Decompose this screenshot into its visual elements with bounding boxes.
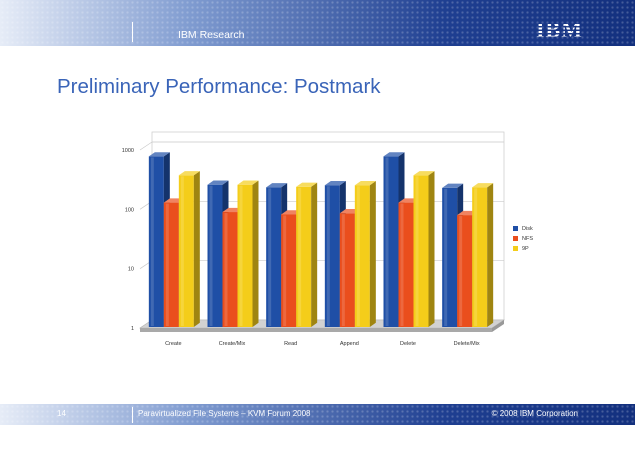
bar-9p-side (487, 183, 494, 327)
legend-label-disk: Disk (522, 226, 533, 232)
category-label: Create/Mix (219, 341, 246, 347)
y-tick-label: 1 (131, 326, 134, 332)
bar-9p-side (252, 180, 259, 327)
bar-nfs-highlight (165, 203, 169, 326)
category-label: Read (284, 341, 297, 347)
legend-swatch-disk (513, 226, 518, 231)
bar-nfs-highlight (224, 213, 228, 326)
category-label: Delete/Mix (454, 341, 480, 347)
gridline-side (139, 141, 153, 151)
legend-swatch-9p (513, 246, 518, 251)
bar-disk-highlight (209, 185, 213, 326)
header-divider (132, 22, 133, 42)
footer-divider (132, 407, 133, 423)
legend-swatch-nfs (513, 236, 518, 241)
y-tick-label: 1000 (122, 148, 134, 154)
bar-nfs-highlight (283, 215, 287, 326)
bar-9p-top (296, 182, 318, 187)
y-tick-label: 100 (125, 207, 134, 213)
bar-disk-top (442, 183, 464, 188)
bar-disk-highlight (385, 157, 389, 326)
copyright: © 2008 IBM Corporation (491, 409, 578, 418)
bar-9p-highlight (239, 185, 243, 326)
bar-9p-highlight (356, 186, 360, 326)
bar-disk-top (324, 181, 346, 186)
header-title: IBM Research (178, 29, 245, 41)
category-label: Append (340, 341, 359, 347)
bar-9p-highlight (415, 176, 419, 326)
bar-disk-top (266, 183, 288, 188)
footer-bar: 14 Paravirtualized File Systems – KVM Fo… (0, 404, 635, 425)
bar-9p-side (311, 182, 318, 327)
chart-legend: Disk NFS 9P (513, 226, 533, 252)
legend-label-nfs: NFS (522, 236, 533, 242)
chart-floor-front (140, 328, 492, 332)
category-label: Delete (400, 341, 416, 347)
header-pattern (0, 0, 635, 46)
bar-9p-highlight (298, 187, 302, 326)
bar-9p-top (413, 171, 435, 176)
chart-y-ticks: 1 10 100 1000 (122, 148, 134, 332)
category-label: Create (165, 341, 182, 347)
chart-categories: Create Create/Mix Read Append Delete Delete/M… (165, 341, 480, 347)
bar-disk-top (207, 180, 229, 185)
bar-9p-highlight (180, 176, 184, 326)
footer-pattern (0, 404, 635, 425)
slide-title: Preliminary Performance: Postmark (57, 75, 381, 98)
bar-disk-highlight (444, 188, 448, 326)
page-number: 14 (57, 409, 66, 418)
bar-disk-top (148, 152, 170, 157)
y-tick-label: 10 (128, 267, 134, 273)
bar-disk-highlight (268, 188, 272, 326)
chart-bars (148, 152, 494, 327)
bar-9p-top (178, 171, 200, 176)
bar-nfs-highlight (341, 214, 345, 326)
chart-floor-side (492, 320, 504, 332)
bar-9p-side (193, 171, 200, 327)
session-title: Paravirtualized File Systems – KVM Forum… (138, 409, 311, 418)
bar-disk-top (383, 152, 405, 157)
bar-disk-highlight (150, 157, 154, 326)
bar-nfs-highlight (459, 216, 463, 326)
legend-label-9p: 9P (522, 246, 529, 252)
header-bar: IBM Research IBM (0, 0, 635, 46)
bar-9p-side (428, 171, 435, 327)
bar-9p-top (354, 181, 376, 186)
bar-9p-side (369, 181, 376, 327)
bar-9p-top (472, 183, 494, 188)
bar-nfs-highlight (400, 203, 404, 326)
bar-9p-highlight (474, 188, 478, 326)
bar-9p-top (237, 180, 259, 185)
bar-disk-highlight (326, 186, 330, 326)
ibm-logo: IBM (536, 17, 583, 42)
